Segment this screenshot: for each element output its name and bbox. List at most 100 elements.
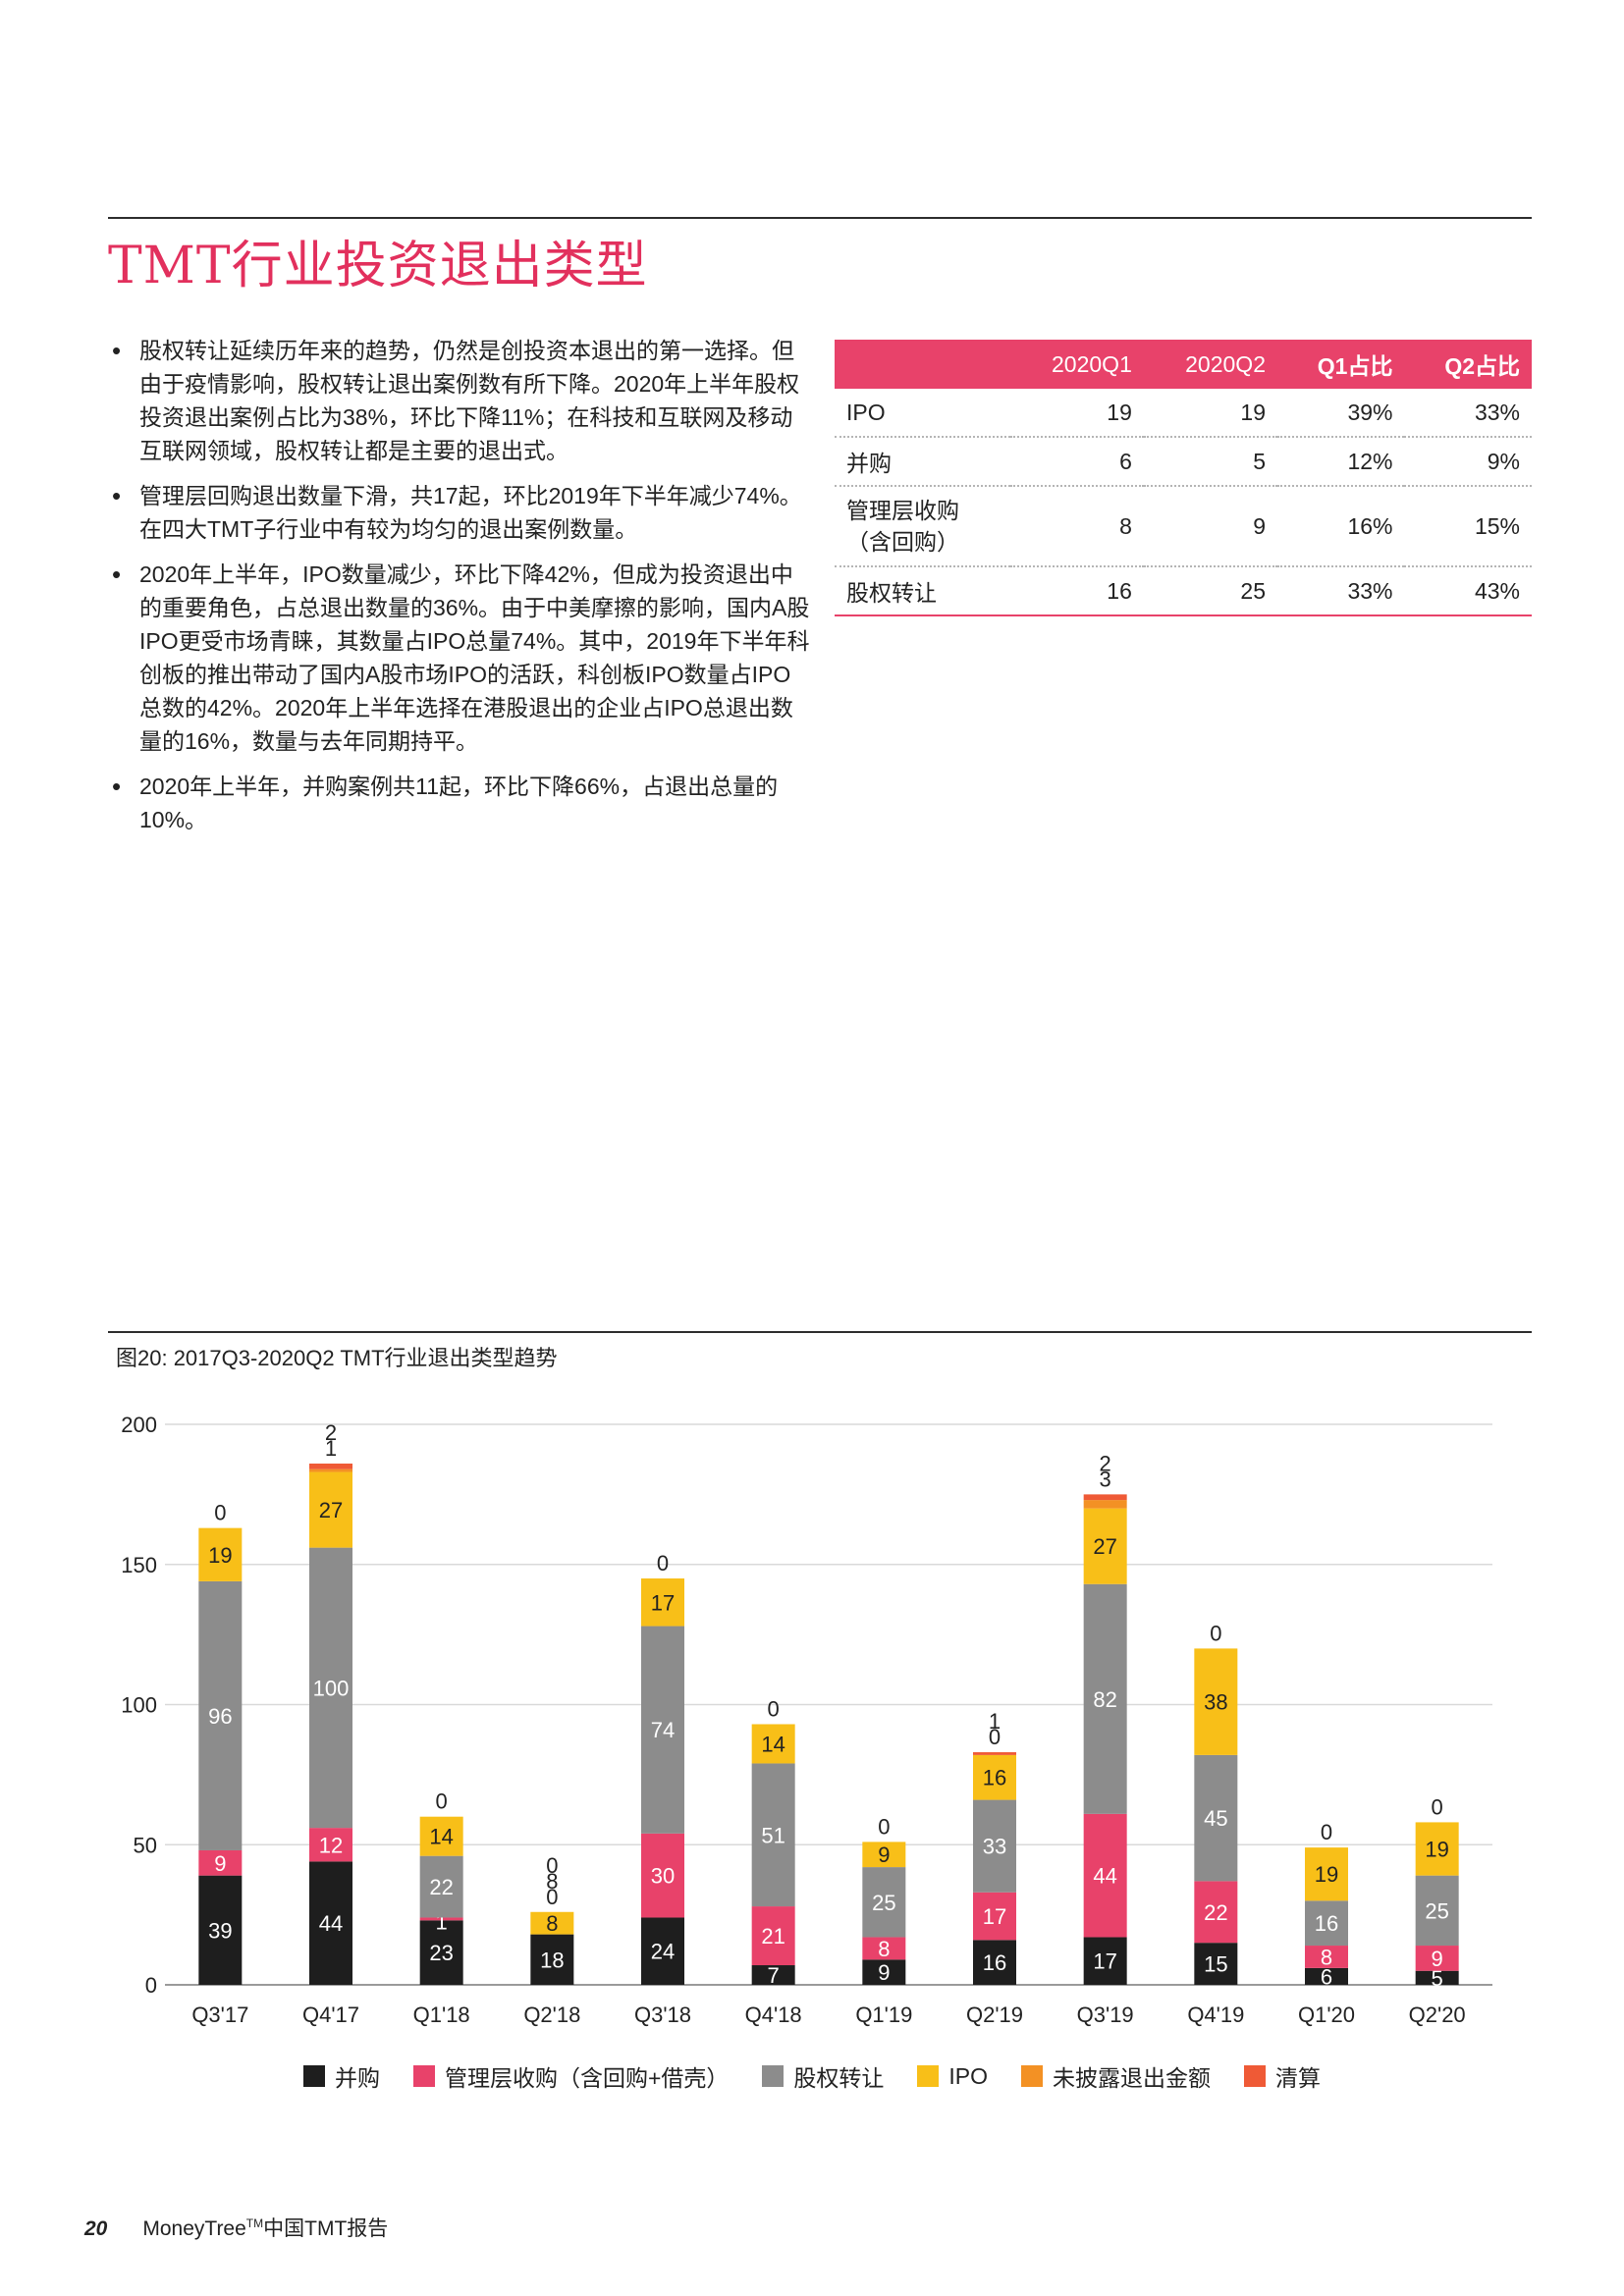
data-label: 15 <box>1204 1952 1227 1977</box>
data-label-top: 0 <box>989 1725 1001 1749</box>
x-tick-label: Q2'18 <box>523 2002 580 2027</box>
table-cell: 6 <box>1009 437 1144 487</box>
data-label: 8 <box>878 1937 890 1961</box>
data-label: 100 <box>313 1676 350 1700</box>
bar-segment <box>641 1578 684 1627</box>
page-title: TMT行业投资退出类型 <box>108 237 648 295</box>
bar-segment <box>309 1828 352 1862</box>
bar-segment <box>198 1580 243 1850</box>
y-tick-label: 200 <box>121 1413 157 1437</box>
data-label: 17 <box>1093 1949 1116 1974</box>
data-label: 18 <box>540 1948 564 1972</box>
bar-segment <box>641 1917 684 1985</box>
data-label: 27 <box>319 1498 343 1522</box>
data-label: 22 <box>1204 1900 1227 1925</box>
x-tick-label: Q1'19 <box>855 2002 912 2027</box>
legend-label: 未披露退出金额 <box>1053 2065 1212 2091</box>
table-header-cell: 2020Q1 <box>1009 340 1144 389</box>
bar-segment <box>1194 1881 1238 1944</box>
data-label: 7 <box>768 1963 780 1988</box>
x-tick-label: Q3'19 <box>1077 2002 1134 2027</box>
data-label-top: 0 <box>546 1885 558 1909</box>
data-label: 17 <box>651 1590 675 1615</box>
data-label: 5 <box>1432 1966 1443 1991</box>
bar-segment <box>1305 1847 1348 1901</box>
chart-caption: 图20: 2017Q3-2020Q2 TMT行业退出类型趋势 <box>116 1346 558 1370</box>
row-label-line: （含回购） <box>846 529 959 555</box>
row-label: 并购 <box>835 437 1010 487</box>
bar-segment <box>862 1937 906 1960</box>
table-cell: 12% <box>1277 437 1405 487</box>
bar-segment <box>751 1965 795 1985</box>
bar-segment <box>862 1867 906 1938</box>
data-label: 8 <box>1321 1945 1332 1969</box>
data-label: 51 <box>761 1823 785 1847</box>
table-row: 管理层收购 （含回购） 8 9 16% 15% <box>835 486 1532 567</box>
x-tick-label: Q4'19 <box>1187 2002 1244 2027</box>
row-label: 股权转让 <box>835 566 1010 616</box>
chart-legend: 并购 管理层收购（含回购+借壳） 股权转让 IPO 未披露退出金额 清算 <box>0 2059 1624 2093</box>
footer-brand: MoneyTree <box>142 2217 246 2240</box>
bar-segment <box>1415 1875 1459 1947</box>
data-label: 21 <box>761 1924 785 1949</box>
table-cell: 33% <box>1277 566 1405 616</box>
bar-segment <box>309 1463 352 1469</box>
x-tick-label: Q1'20 <box>1298 2002 1355 2027</box>
x-tick-label: Q1'18 <box>413 2002 470 2027</box>
data-label: 12 <box>319 1833 343 1857</box>
data-label: 82 <box>1093 1687 1116 1712</box>
bar-segment <box>198 1875 243 1985</box>
row-label: 管理层收购 （含回购） <box>835 486 1010 567</box>
bar-segment <box>309 1547 352 1829</box>
bar-segment <box>751 1906 795 1966</box>
legend-item: 未披露退出金额 <box>1021 2059 1211 2093</box>
data-label: 14 <box>429 1825 453 1849</box>
x-tick-label: Q2'19 <box>966 2002 1023 2027</box>
data-label: 24 <box>651 1940 675 1964</box>
table-header-cell: Q1占比 <box>1277 340 1405 389</box>
bullet-list: 股权转让延续历年来的趋势，仍然是创投资本退出的第一选择。但由于疫情影响，股权转让… <box>108 334 810 848</box>
data-label-top: 0 <box>878 1814 890 1839</box>
data-label: 25 <box>1425 1898 1448 1923</box>
data-label: 22 <box>429 1875 453 1899</box>
bar-segment <box>641 1626 684 1834</box>
bullet-item: 2020年上半年，IPO数量减少，环比下降42%，但成为投资退出中的重要角色，占… <box>108 558 810 758</box>
bullet-item: 2020年上半年，并购案例共11起，环比下降66%，占退出总量的10%。 <box>108 770 810 836</box>
bar-segment <box>862 1959 906 1985</box>
table-cell: 9 <box>1143 486 1277 567</box>
data-label: 27 <box>1093 1534 1116 1559</box>
data-label: 39 <box>208 1918 232 1943</box>
chart-top-rule <box>108 1331 1532 1333</box>
data-label-top: 3 <box>1100 1467 1111 1491</box>
legend-swatch <box>302 2065 325 2087</box>
data-label: 14 <box>761 1732 785 1756</box>
table-cell: 16% <box>1277 486 1405 567</box>
bar-segment <box>1194 1943 1238 1985</box>
data-label: 38 <box>1204 1690 1227 1715</box>
bar-segment <box>973 1940 1016 1985</box>
data-label: 96 <box>208 1704 232 1729</box>
bar-segment <box>1415 1822 1459 1876</box>
data-label: 17 <box>983 1904 1006 1929</box>
bar-segment <box>1415 1970 1459 1985</box>
data-label-top: 0 <box>1432 1794 1443 1819</box>
bar-segment <box>973 1754 1016 1800</box>
legend-item: 管理层收购（含回购+借壳） <box>412 2059 729 2093</box>
data-label-top: 1 <box>325 1436 337 1461</box>
table-cell: 15% <box>1404 486 1532 567</box>
legend-swatch <box>917 2065 940 2087</box>
bullet-item: 管理层回购退出数量下滑，共17起，环比2019年下半年减少74%。在四大TMT子… <box>108 479 810 546</box>
legend-label: 股权转让 <box>793 2065 885 2091</box>
bar-segment <box>1305 1967 1348 1985</box>
bar-segment <box>419 1816 463 1856</box>
data-label: 16 <box>1315 1911 1338 1936</box>
table-header-cell: 2020Q2 <box>1143 340 1277 389</box>
bar-segment <box>1194 1754 1238 1882</box>
data-label: 9 <box>214 1851 226 1876</box>
data-label-top: 8 <box>546 1869 558 1894</box>
bar-segment <box>862 1842 906 1868</box>
x-tick-label: Q4'18 <box>745 2002 802 2027</box>
bar-segment <box>309 1861 352 1985</box>
table-cell: 19 <box>1143 389 1277 438</box>
bar-segment <box>1305 1946 1348 1968</box>
